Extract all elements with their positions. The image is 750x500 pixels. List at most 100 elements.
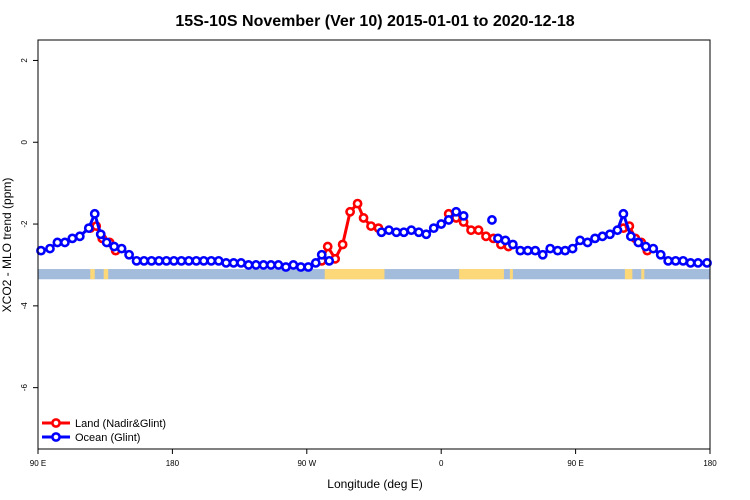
data-point bbox=[473, 225, 484, 236]
data-point bbox=[612, 225, 623, 236]
legend-marker bbox=[51, 418, 61, 428]
land-band-segment bbox=[509, 269, 513, 280]
data-point bbox=[124, 249, 134, 260]
data-point bbox=[139, 255, 149, 266]
land-band-segment bbox=[641, 269, 645, 280]
data-point bbox=[545, 243, 556, 254]
data-point bbox=[273, 260, 284, 270]
data-point bbox=[183, 255, 194, 266]
chart-title: 15S-10S November (Ver 10) 2015-01-01 to … bbox=[175, 13, 574, 30]
data-point bbox=[693, 258, 703, 268]
land-band-segment bbox=[90, 269, 95, 280]
data-point bbox=[451, 206, 462, 217]
data-point bbox=[670, 255, 681, 266]
x-tick-label: 180 bbox=[166, 459, 180, 468]
legend-item-ocean: Ocean (Glint) bbox=[42, 432, 140, 444]
data-point bbox=[67, 233, 78, 244]
legend-item-land: Land (Nadir&Glint) bbox=[42, 418, 166, 430]
data-point bbox=[36, 245, 46, 256]
data-point bbox=[605, 229, 615, 240]
data-point bbox=[206, 255, 217, 266]
legend-label: Land (Nadir&Glint) bbox=[75, 418, 166, 430]
data-point bbox=[154, 255, 164, 266]
data-point bbox=[567, 243, 578, 254]
data-point bbox=[618, 208, 629, 219]
data-point bbox=[493, 233, 503, 244]
data-point bbox=[466, 225, 476, 236]
data-point bbox=[83, 223, 94, 234]
data-point bbox=[213, 255, 224, 266]
data-point bbox=[391, 227, 402, 238]
data-point bbox=[648, 243, 659, 254]
data-point bbox=[443, 215, 454, 225]
data-point bbox=[45, 243, 55, 254]
series-layer bbox=[36, 198, 712, 272]
data-point bbox=[324, 255, 335, 266]
data-point bbox=[89, 208, 100, 219]
data-point bbox=[146, 255, 157, 266]
y-axis-ticks: 2 0 -2 -4 -6 bbox=[20, 58, 38, 392]
data-point bbox=[413, 227, 424, 238]
x-tick-label: 90 E bbox=[30, 459, 46, 468]
data-point bbox=[168, 255, 179, 266]
data-point bbox=[52, 237, 63, 248]
land-band-segment bbox=[103, 269, 109, 280]
data-point bbox=[640, 241, 651, 252]
data-point bbox=[74, 231, 85, 242]
x-tick-label: 90 E bbox=[567, 459, 583, 468]
data-point bbox=[243, 260, 254, 270]
data-point bbox=[221, 258, 232, 268]
land-band-segment bbox=[324, 269, 385, 280]
data-point bbox=[582, 237, 593, 248]
land-ocean-band bbox=[38, 269, 710, 280]
y-tick-label: -4 bbox=[20, 302, 29, 310]
data-point bbox=[303, 262, 314, 272]
data-point bbox=[590, 233, 600, 244]
data-point bbox=[436, 219, 447, 229]
data-point bbox=[358, 213, 369, 223]
land-band-segment bbox=[459, 269, 504, 280]
data-point bbox=[288, 260, 299, 270]
data-point bbox=[702, 258, 712, 268]
data-point bbox=[228, 258, 239, 268]
data-point bbox=[500, 235, 511, 246]
data-point bbox=[116, 243, 127, 254]
land-band-segment bbox=[624, 269, 633, 280]
plot-frame bbox=[37, 39, 711, 450]
data-point bbox=[655, 249, 666, 260]
data-point bbox=[575, 235, 585, 246]
data-point bbox=[236, 258, 246, 268]
data-point bbox=[530, 245, 541, 256]
data-point bbox=[322, 241, 333, 252]
x-axis-label: Longitude (deg E) bbox=[327, 477, 422, 491]
data-point bbox=[522, 245, 533, 256]
data-point bbox=[487, 215, 497, 225]
legend: Land (Nadir&Glint) Ocean (Glint) bbox=[42, 418, 166, 444]
x-tick-label: 180 bbox=[703, 459, 717, 468]
data-point bbox=[198, 255, 209, 266]
y-tick-label: 2 bbox=[20, 58, 29, 63]
data-point bbox=[109, 241, 120, 252]
data-point bbox=[406, 225, 417, 236]
data-point bbox=[481, 231, 491, 242]
data-point bbox=[384, 225, 394, 236]
data-point bbox=[251, 260, 261, 270]
data-point bbox=[366, 221, 376, 231]
y-tick-label: -6 bbox=[20, 384, 29, 392]
legend-label: Ocean (Glint) bbox=[75, 432, 140, 444]
data-point bbox=[678, 255, 689, 266]
data-point bbox=[280, 262, 291, 272]
data-point bbox=[633, 237, 644, 248]
data-point bbox=[515, 245, 526, 256]
data-point bbox=[95, 229, 106, 240]
data-point bbox=[560, 245, 571, 256]
data-point bbox=[685, 258, 696, 268]
data-point bbox=[191, 255, 202, 266]
y-axis-label: XCO2 - MLO trend (ppm) bbox=[0, 178, 14, 313]
data-point bbox=[337, 239, 348, 250]
legend-marker bbox=[51, 432, 61, 442]
data-point bbox=[310, 258, 321, 268]
data-point bbox=[131, 255, 142, 266]
data-point bbox=[398, 227, 409, 238]
data-point bbox=[625, 231, 636, 242]
